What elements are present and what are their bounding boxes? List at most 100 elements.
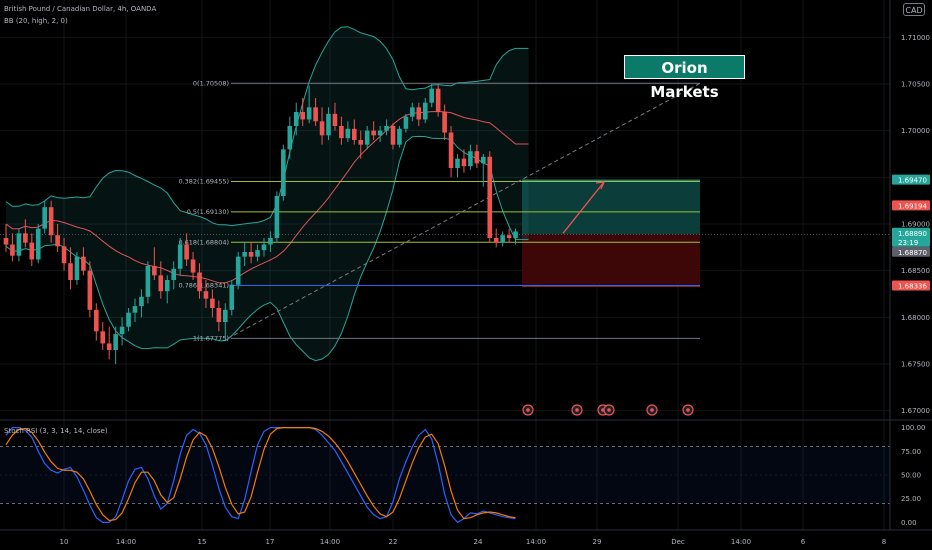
price-tick-label: 1.71000 [901,34,930,42]
economic-event-dot [607,408,611,412]
candle-body [300,112,305,120]
fib-level-label: 0.5(1.69130) [187,208,229,216]
candle-body [16,233,22,256]
stoch-tick-label: 100.00 [901,424,926,432]
candle-body [23,233,28,243]
candle-body [42,207,47,229]
candle-body [513,231,518,238]
candle-body [48,207,54,236]
candle-body [313,107,318,122]
time-tick-label: 14:00 [526,538,546,546]
fibonacci-retracement[interactable]: 0(1.70508) 0.382(1.69455) 0.5(1.69130) 0.61… [178,79,700,342]
price-tick-label: 1.69000 [901,221,930,229]
candle-body [229,284,235,310]
candle-body [74,256,80,280]
symbol-title: British Pound / Canadian Dollar, 4h, OAN… [4,5,157,13]
candle-body [319,121,325,136]
price-tag-stop [892,280,930,291]
stoch-tick-label: 75.00 [901,448,921,456]
price-tag-label: 23:19 [898,239,918,247]
economic-event-dot [650,408,654,412]
candle-body [332,113,338,126]
stop-zone [522,234,700,286]
candle-body [281,149,286,196]
candle-body [29,242,35,260]
candle-body [306,107,312,120]
candle-body [358,140,364,145]
candle-body [87,270,93,310]
time-tick-label: 24 [474,538,483,546]
candle-body [113,334,118,350]
candle-body [448,132,454,168]
candle-body [455,158,460,168]
stoch-d-line [5,427,516,522]
candle-body [352,128,357,140]
candle-body [126,312,131,327]
price-tick-label: 1.70500 [901,81,930,89]
candle-body [3,238,9,245]
fib-level-label: 0(1.70508) [193,79,229,87]
bb-indicator-label: BB (20, high, 2, 0) [4,17,68,25]
candle-body [242,252,247,257]
candle-body [223,309,228,322]
candle-body [339,126,344,139]
bb-lower-line [5,135,529,362]
stoch-k-line [5,427,516,524]
candle-body [403,116,409,129]
event-markers[interactable] [522,404,694,416]
fib-level-label: 0.786(1.68341) [178,282,229,290]
candle-body [397,128,402,145]
candle-body [68,263,73,280]
candle-body [210,298,215,308]
candle-body [371,130,376,136]
price-tick-label: 1.70000 [901,127,930,135]
candle-body [442,112,447,133]
candle-body [203,291,209,299]
candle-body [293,112,299,126]
candlesticks [3,84,518,364]
currency-badge[interactable]: CAD [903,3,925,16]
time-tick-label: 29 [593,538,602,546]
candle-body [190,259,196,273]
price-tick-label: 1.68000 [901,314,930,322]
candle-body [158,275,164,292]
time-tick-label: Dec [671,538,685,546]
candle-body [145,266,151,297]
economic-event-dot [686,408,690,412]
candle-body [429,88,434,103]
bb-fill [6,26,529,361]
candle-body [216,308,222,322]
candle-body [119,326,125,335]
candle-body [164,280,170,292]
dashed-trendline [227,82,701,339]
candle-body [422,102,428,120]
economic-event-dot [526,408,530,412]
price-tick-label: 1.67000 [901,407,930,415]
candle-body [474,151,480,164]
candle-body [487,156,493,238]
projection-arrowhead [595,181,606,190]
trend-lines[interactable] [0,82,890,339]
candle-body [506,235,512,238]
candle-body [468,151,473,167]
candle-body [390,126,396,145]
time-tick-label: 14:00 [116,538,136,546]
candle-body [81,256,86,271]
candle-body [416,107,422,120]
time-tick-label: 17 [266,538,275,546]
stoch-tick-label: 25.00 [901,495,921,503]
candle-body [261,244,267,251]
candle-body [493,238,499,243]
candle-body [55,235,60,247]
economic-event-dot [575,408,579,412]
fib-level-label: 0.618(1.68804) [178,238,229,246]
bb-upper-line [5,26,529,227]
candle-body [106,343,112,350]
price-tag-timer [892,236,930,247]
candle-body [481,156,486,164]
candle-body [184,244,189,260]
position-zones[interactable] [522,179,700,287]
price-tag-label: 1.69470 [898,177,927,185]
